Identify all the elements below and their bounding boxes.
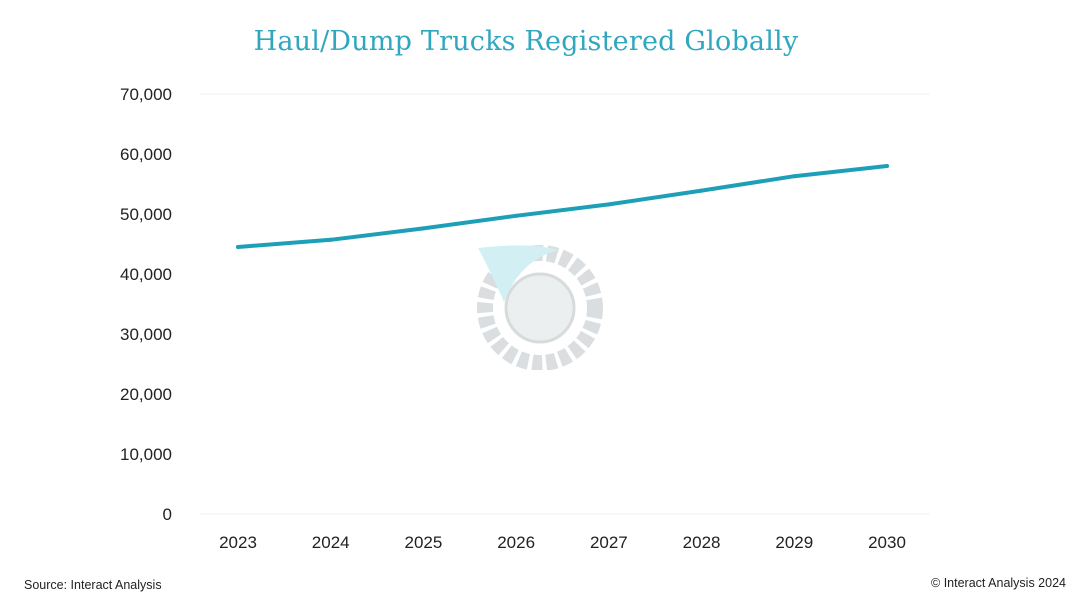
data-point [328,237,333,242]
data-point [885,164,889,168]
y-tick-label: 70,000 [120,85,172,104]
watermark-logo [477,245,603,370]
x-tick-label: 2026 [497,533,535,552]
data-point [606,202,611,207]
copyright-note: © Interact Analysis 2024 [931,576,1066,590]
source-note: Source: Interact Analysis [24,578,162,592]
x-tick-label: 2024 [312,533,350,552]
x-tick-label: 2030 [868,533,906,552]
data-point [421,226,426,231]
y-tick-label: 60,000 [120,145,172,164]
data-point [699,188,704,193]
y-tick-label: 0 [163,505,172,524]
x-tick-label: 2025 [405,533,443,552]
data-point [236,245,240,249]
y-tick-label: 10,000 [120,445,172,464]
series-line [236,164,889,249]
x-tick-label: 2028 [683,533,721,552]
x-tick-label: 2027 [590,533,628,552]
y-tick-label: 30,000 [120,325,172,344]
x-tick-label: 2029 [775,533,813,552]
x-tick-label: 2023 [219,533,257,552]
data-point [792,174,797,179]
data-point [514,213,519,218]
y-tick-label: 20,000 [120,385,172,404]
y-tick-label: 50,000 [120,205,172,224]
y-tick-label: 40,000 [120,265,172,284]
chart-title: Haul/Dump Trucks Registered Globally [253,26,799,57]
